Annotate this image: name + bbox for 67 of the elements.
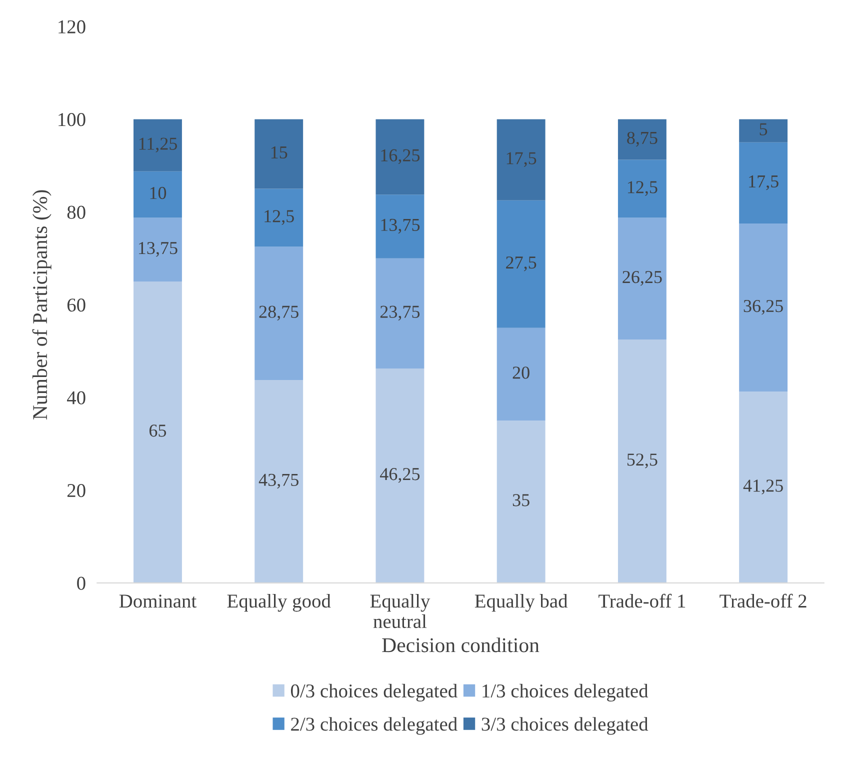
y-tick-label: 120 <box>58 20 86 34</box>
bar <box>618 160 666 218</box>
y-tick-label: 20 <box>67 484 86 498</box>
x-axis-title: Decision condition <box>382 638 540 652</box>
bar <box>496 119 546 200</box>
bar <box>618 119 666 160</box>
bar <box>739 392 788 583</box>
data-label: 41,25 <box>743 480 783 494</box>
data-label: 36,25 <box>744 300 783 315</box>
y-tick-label: 100 <box>58 113 86 126</box>
data-label: 23,75 <box>380 306 420 321</box>
y-tick-label: 80 <box>67 206 86 219</box>
legend-label: 0/3 choices delegated <box>290 684 458 702</box>
data-label: 5 <box>760 123 768 136</box>
bar <box>739 142 788 224</box>
data-label: 46,25 <box>380 468 420 483</box>
data-label: 10 <box>150 186 166 200</box>
x-tick-label: Trade-off 1 <box>598 594 686 608</box>
y-tick-label: 0 <box>77 576 86 590</box>
data-label: 13,75 <box>139 242 178 257</box>
data-label: 12,5 <box>264 210 294 225</box>
bar <box>376 119 424 195</box>
bar <box>376 194 424 258</box>
data-label: 20 <box>512 366 530 379</box>
data-label: 8,75 <box>627 132 658 147</box>
legend-label: 2/3 choices delegated <box>291 717 458 735</box>
data-label: 16,25 <box>381 149 420 164</box>
bar <box>254 380 304 583</box>
bar <box>254 119 304 189</box>
bar <box>739 224 788 392</box>
y-tick-label: 40 <box>67 391 86 404</box>
bar <box>376 368 424 583</box>
bar <box>618 339 666 583</box>
x-tick-label: Equally neutral <box>370 594 430 628</box>
bar <box>254 246 304 380</box>
x-tick-label: Dominant <box>119 594 197 608</box>
y-tick-label: 60 <box>67 298 86 312</box>
x-tick-label: Equally bad <box>474 594 568 612</box>
data-label: 43,75 <box>258 474 298 489</box>
data-label: 12,5 <box>628 181 658 196</box>
legend-label: 1/3 choices delegated <box>482 684 648 702</box>
x-tick-label: Trade-off 2 <box>720 594 806 608</box>
data-label: 15 <box>271 146 288 159</box>
data-label: 35 <box>512 494 530 506</box>
bar <box>254 188 304 247</box>
data-label: 28,75 <box>259 306 298 321</box>
data-label: 11,25 <box>139 138 177 152</box>
bar <box>739 119 788 142</box>
data-label: 26,25 <box>622 270 662 286</box>
data-label: 52,5 <box>627 454 658 468</box>
bar <box>134 218 182 282</box>
data-label: 17,5 <box>506 152 536 167</box>
bar <box>134 171 182 218</box>
data-label: 27,5 <box>506 256 536 272</box>
data-label: 13,75 <box>381 218 420 234</box>
bar <box>496 420 546 583</box>
data-label: 65 <box>149 424 166 437</box>
bar <box>618 218 666 340</box>
bar <box>134 119 182 172</box>
legend-label: 3/3 choices delegated <box>482 717 648 735</box>
data-label: 17,5 <box>749 175 778 190</box>
bar <box>496 328 546 421</box>
bar <box>376 258 424 368</box>
bar <box>134 282 182 583</box>
bar <box>496 200 546 328</box>
x-tick-label: Equally good <box>227 594 331 612</box>
y-axis-title: Number of Participants (%) <box>32 190 52 420</box>
